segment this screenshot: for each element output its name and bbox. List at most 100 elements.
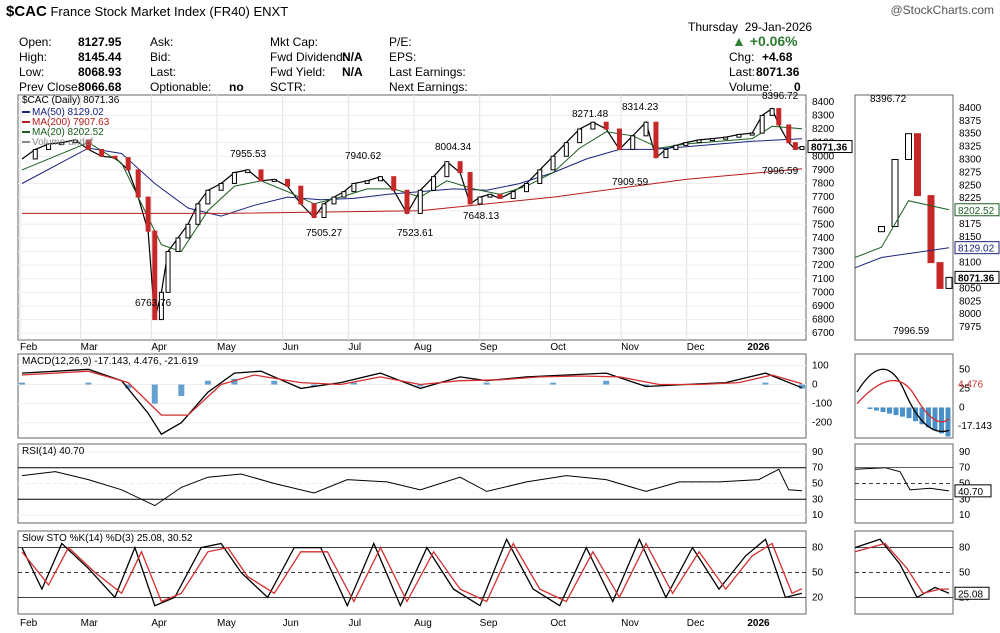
date-line: Thursday 29-Jan-2026: [688, 20, 812, 34]
candle: [603, 121, 609, 130]
vol-value: 0: [794, 80, 801, 94]
fwddiv-label: Fwd Dividend:: [270, 50, 347, 64]
macd-hist-bar: [271, 380, 278, 385]
x-tick-bottom-Apr: Apr: [151, 618, 167, 629]
candle: [351, 182, 357, 193]
lastp-label: Last:: [729, 65, 756, 79]
x-tick-2026: 2026: [747, 342, 770, 353]
candle: [431, 176, 437, 191]
price-tick-7000: 7000: [812, 287, 835, 298]
candle: [776, 108, 782, 126]
candle: [696, 139, 702, 144]
inset-candle: [891, 158, 899, 228]
low-label: Low:: [19, 65, 45, 79]
price-annotation-7523.61: 7523.61: [397, 228, 434, 239]
price-tick-6900: 6900: [812, 301, 835, 312]
sto-tick-20: 20: [812, 592, 824, 603]
candle: [616, 128, 622, 150]
change-pct: ▲ +0.06%: [732, 33, 798, 49]
legend-1: MA(200) 7907.63: [32, 117, 110, 128]
candle: [630, 135, 636, 150]
optionable-label: Optionable:: [150, 80, 212, 94]
macd-tick-100: 100: [812, 360, 829, 371]
price-tick-8400: 8400: [812, 97, 835, 108]
price-tick-7100: 7100: [812, 274, 835, 285]
rsi-title: RSI(14) 40.70: [22, 446, 85, 457]
legend-2: MA(20) 8202.52: [32, 127, 104, 138]
inset-series-MA20: [854, 200, 950, 258]
inset-rsi-tick-30: 30: [959, 494, 971, 505]
x-tick-bottom-May: May: [217, 618, 236, 629]
price-tick-6700: 6700: [812, 328, 835, 339]
inset-candle: [905, 133, 912, 160]
macd-hist-bar: [19, 382, 25, 385]
inset-price-tick-8150: 8150: [959, 232, 982, 243]
mktcap-label: Mkt Cap:: [270, 35, 319, 49]
macd-panel-frame: [17, 353, 807, 439]
inset-macd-signal: [856, 380, 950, 423]
candle: [271, 178, 277, 182]
macd-series-Signal: [21, 370, 803, 416]
pe-label: P/E:: [389, 35, 412, 49]
price-annotation-7955.53: 7955.53: [230, 149, 267, 160]
macd-tag-macd: -17.143: [958, 421, 992, 432]
rsi-tick-70: 70: [812, 463, 824, 474]
inset-price-tick-7975: 7975: [959, 322, 982, 333]
macd-hist-bar: [603, 380, 610, 385]
prev-label: Prev Close:: [19, 80, 82, 94]
macd-hist-bar: [483, 382, 490, 385]
price-annotation-7909.59: 7909.59: [612, 177, 649, 188]
macd-hist-bar: [762, 382, 769, 385]
macd-tick-0: 0: [812, 380, 818, 391]
candle: [185, 223, 191, 239]
inset-candle: [878, 226, 885, 233]
chg-value: +4.68: [762, 50, 793, 64]
rsi-tag: 40.70: [958, 487, 983, 498]
prev-value: 8066.68: [78, 80, 122, 94]
inset-macd-bar: [880, 407, 886, 413]
candle: [723, 136, 729, 140]
price-annotation-7505.27: 7505.27: [306, 228, 343, 239]
candle: [391, 176, 397, 191]
x-tick-bottom-Sep: Sep: [480, 618, 498, 629]
candle: [510, 191, 516, 199]
high-value: 8145.44: [78, 50, 122, 64]
inset-sto-tick-80: 80: [959, 543, 971, 554]
macd-hist-bar: [151, 384, 158, 404]
inset-price-tick-8000: 8000: [959, 309, 982, 320]
x-tick-bottom-Jul: Jul: [348, 618, 361, 629]
candle: [524, 182, 530, 193]
price-tick-8000: 8000: [812, 151, 835, 162]
open-value: 8127.95: [78, 35, 122, 49]
candle: [487, 193, 493, 198]
price-tick-7500: 7500: [812, 219, 835, 230]
inset-price-tick-8250: 8250: [959, 180, 982, 191]
inset-price-tick-8375: 8375: [959, 116, 982, 127]
index-name: France Stock Market Index (FR40): [50, 4, 250, 19]
x-tick-bottom-Feb: Feb: [20, 618, 38, 629]
candle: [205, 189, 211, 205]
candle: [759, 114, 765, 134]
candle: [577, 128, 583, 144]
lastp-value: 8071.36: [756, 65, 800, 79]
candle: [341, 191, 347, 198]
price-annotation-7648.13: 7648.13: [463, 211, 500, 222]
inset-macd-bar: [913, 407, 918, 422]
inset-price-tick-8225: 8225: [959, 193, 982, 204]
inset-price-tick-8325: 8325: [959, 142, 982, 153]
price-annotation-8004.34: 8004.34: [435, 142, 472, 153]
price-annotation-8396.72: 8396.72: [762, 91, 799, 102]
price-title: $CAC (Daily) 8071.36: [22, 95, 120, 106]
inset-price-tick-8275: 8275: [959, 167, 982, 178]
macd-series-MACD: [21, 368, 803, 436]
macd-hist-bar: [350, 382, 357, 385]
x-tick-Jun: Jun: [283, 342, 299, 353]
macd-hist-bar: [231, 378, 238, 385]
sto-tag: 25.08: [958, 589, 983, 600]
x-tick-Mar: Mar: [81, 342, 99, 353]
sto-tick-50: 50: [812, 568, 824, 579]
price-tick-7700: 7700: [812, 192, 835, 203]
price-panel-frame: [17, 94, 807, 341]
chg-label: Chg:: [729, 50, 755, 64]
inset-series-MA50: [854, 247, 950, 269]
